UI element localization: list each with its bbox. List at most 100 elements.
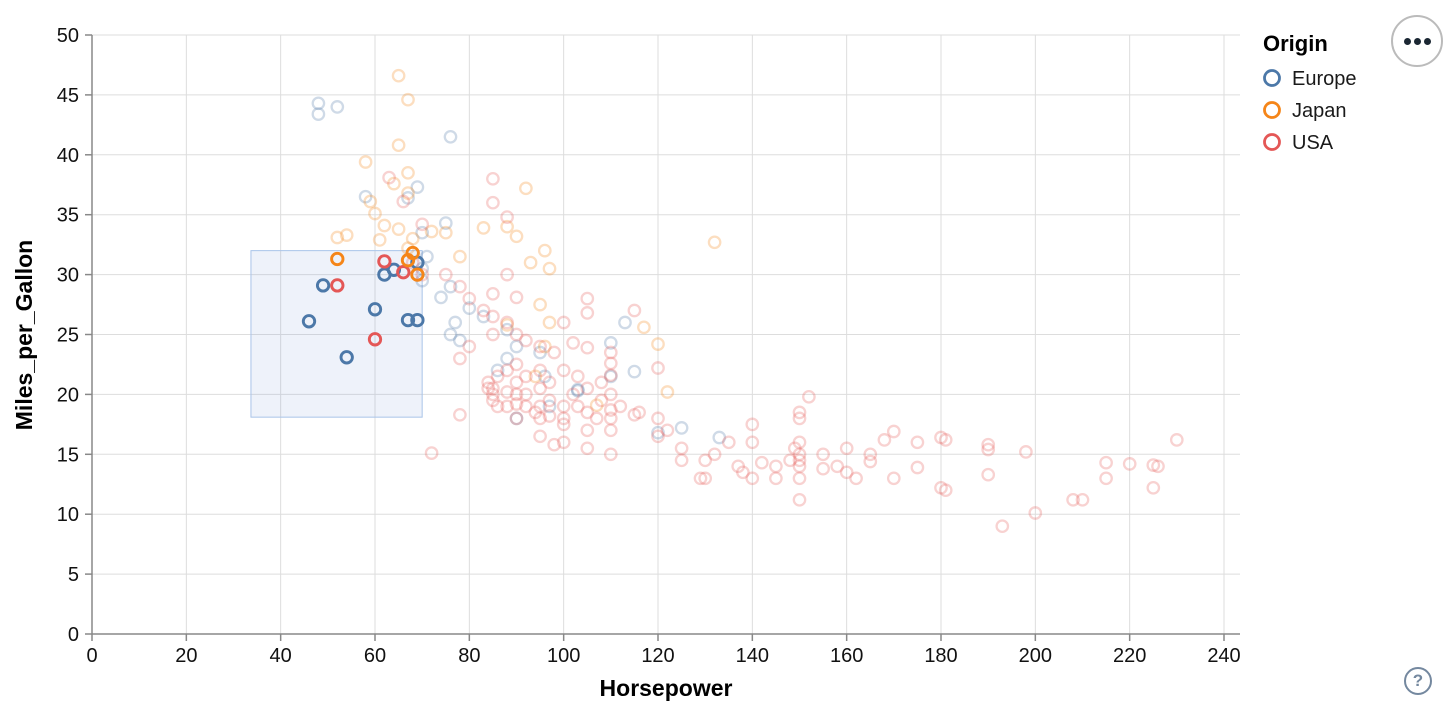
data-point[interactable]	[438, 267, 453, 282]
data-point[interactable]	[603, 356, 618, 371]
data-point[interactable]	[603, 403, 618, 417]
data-point[interactable]	[580, 291, 595, 306]
data-point[interactable]	[745, 417, 760, 432]
data-point[interactable]	[1099, 455, 1113, 470]
data-point[interactable]	[368, 206, 382, 221]
data-point[interactable]	[301, 314, 317, 329]
data-point[interactable]	[769, 471, 783, 486]
data-point[interactable]	[311, 107, 326, 121]
data-point[interactable]	[542, 409, 557, 423]
data-point[interactable]	[627, 303, 642, 318]
data-point[interactable]	[547, 437, 562, 452]
data-point[interactable]	[453, 249, 467, 264]
data-point[interactable]	[500, 315, 514, 330]
data-point[interactable]	[556, 435, 571, 450]
data-point[interactable]	[509, 375, 524, 390]
data-point[interactable]	[500, 267, 514, 282]
data-point[interactable]	[486, 286, 500, 301]
data-point[interactable]	[509, 339, 524, 354]
data-point[interactable]	[830, 459, 845, 474]
data-point[interactable]	[603, 369, 618, 384]
data-point[interactable]	[1122, 457, 1137, 471]
data-point[interactable]	[618, 315, 632, 330]
data-point[interactable]	[486, 381, 500, 396]
data-point[interactable]	[839, 441, 854, 456]
data-point[interactable]	[537, 339, 552, 354]
data-point[interactable]	[938, 433, 953, 447]
data-point[interactable]	[712, 430, 727, 445]
data-point[interactable]	[367, 332, 383, 347]
data-point[interactable]	[580, 441, 595, 456]
data-point[interactable]	[792, 447, 807, 462]
data-point[interactable]	[401, 92, 415, 107]
data-point[interactable]	[627, 407, 642, 422]
data-point[interactable]	[533, 399, 547, 414]
data-point[interactable]	[603, 387, 618, 402]
data-point[interactable]	[1151, 459, 1165, 474]
data-point[interactable]	[981, 442, 996, 457]
data-point[interactable]	[863, 454, 878, 469]
data-point[interactable]	[509, 229, 524, 244]
data-point[interactable]	[792, 492, 807, 507]
data-point[interactable]	[674, 441, 689, 456]
data-point[interactable]	[396, 265, 411, 280]
data-point[interactable]	[519, 399, 533, 414]
data-point[interactable]	[533, 339, 547, 354]
data-point[interactable]	[315, 278, 331, 293]
data-point[interactable]	[792, 453, 807, 468]
data-point[interactable]	[462, 301, 477, 315]
data-point[interactable]	[698, 471, 713, 486]
data-point[interactable]	[500, 363, 514, 378]
data-point[interactable]	[698, 453, 713, 468]
data-point[interactable]	[651, 337, 665, 351]
data-point[interactable]	[603, 447, 618, 462]
data-point[interactable]	[660, 385, 675, 399]
data-point[interactable]	[537, 369, 552, 384]
data-point[interactable]	[415, 267, 430, 282]
data-point[interactable]	[490, 399, 505, 414]
data-point[interactable]	[476, 303, 491, 318]
data-point[interactable]	[556, 315, 571, 330]
data-point[interactable]	[783, 453, 797, 468]
data-point[interactable]	[443, 327, 458, 342]
data-point[interactable]	[382, 170, 396, 185]
data-point[interactable]	[754, 455, 769, 470]
data-point[interactable]	[547, 345, 562, 360]
data-point[interactable]	[377, 267, 392, 282]
data-point[interactable]	[886, 424, 901, 439]
data-point[interactable]	[453, 351, 467, 366]
data-point[interactable]	[693, 471, 708, 486]
data-point[interactable]	[509, 357, 524, 372]
data-point[interactable]	[387, 176, 401, 191]
data-point[interactable]	[509, 397, 524, 411]
data-point[interactable]	[570, 369, 585, 384]
data-point[interactable]	[556, 399, 571, 414]
data-point[interactable]	[453, 279, 467, 294]
data-point[interactable]	[401, 191, 415, 205]
data-point[interactable]	[476, 221, 491, 235]
data-point[interactable]	[490, 363, 505, 378]
data-point[interactable]	[486, 195, 500, 210]
data-point[interactable]	[367, 302, 383, 317]
data-point[interactable]	[589, 411, 604, 426]
data-point[interactable]	[981, 437, 996, 452]
data-point[interactable]	[792, 435, 807, 450]
data-point[interactable]	[519, 333, 533, 348]
data-point[interactable]	[481, 381, 496, 396]
data-point[interactable]	[486, 387, 500, 402]
data-point[interactable]	[1019, 445, 1033, 459]
data-point[interactable]	[603, 368, 618, 383]
data-point[interactable]	[476, 309, 491, 324]
data-point[interactable]	[330, 278, 345, 293]
data-point[interactable]	[500, 210, 514, 224]
data-point[interactable]	[745, 435, 760, 450]
data-point[interactable]	[603, 423, 618, 438]
data-point[interactable]	[556, 417, 571, 432]
data-point[interactable]	[787, 441, 802, 456]
data-point[interactable]	[519, 369, 533, 384]
data-point[interactable]	[637, 320, 651, 335]
data-point[interactable]	[377, 254, 392, 269]
data-point[interactable]	[580, 405, 595, 420]
data-point[interactable]	[556, 411, 571, 426]
data-point[interactable]	[938, 483, 953, 498]
